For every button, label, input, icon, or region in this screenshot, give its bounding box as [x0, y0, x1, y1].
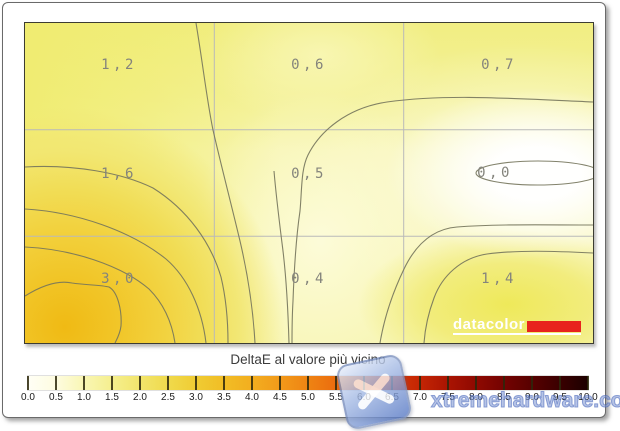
contour-plot: 1,2 0,6 0,7 1,6 0,5 0,0 3,0 0,4 1,4 data… — [24, 22, 594, 344]
colorbar-tick-label: 7.0 — [413, 392, 427, 403]
grid-lines — [25, 23, 593, 343]
colorbar-tick — [83, 376, 85, 390]
colorbar-tick — [279, 376, 281, 390]
colorbar-tick-label: 4.5 — [273, 392, 287, 403]
chart-title: DeltaE al valore più vicino — [230, 352, 386, 367]
cell-value-label: 0,7 — [481, 57, 517, 73]
colorbar-tick-label: 2.5 — [161, 392, 175, 403]
colorbar-scale — [27, 375, 589, 391]
colorbar-tick — [447, 376, 449, 390]
cell-value-label: 0,4 — [291, 271, 327, 287]
colorbar-tick — [559, 376, 561, 390]
cell-value-label: 1,4 — [481, 271, 517, 287]
datacolor-logo: datacolor — [452, 316, 581, 335]
cell-value-label: 0,6 — [291, 57, 327, 73]
colorbar-tick-label: 3.0 — [189, 392, 203, 403]
colorbar-tick — [195, 376, 197, 390]
colorbar-tick — [167, 376, 169, 390]
cell-value-labels: 1,2 0,6 0,7 1,6 0,5 0,0 3,0 0,4 1,4 — [101, 57, 517, 287]
xtremehardware-watermark-logo — [334, 352, 414, 431]
colorbar-tick-label: 5.5 — [329, 392, 343, 403]
colorbar-tick — [251, 376, 253, 390]
colorbar-tick-label: 9.0 — [525, 392, 539, 403]
colorbar-tick — [223, 376, 225, 390]
watermark-x-icon — [356, 371, 392, 412]
colorbar-tick — [27, 376, 29, 390]
datacolor-logo-red-bar — [527, 321, 581, 332]
colorbar-tick — [419, 376, 421, 390]
colorbar-tick-label: 2.0 — [133, 392, 147, 403]
contour-lines — [25, 23, 593, 343]
colorbar-tick — [587, 376, 589, 390]
cell-value-label: 1,2 — [101, 57, 137, 73]
xtremehardware-watermark-text: xtremehardware.com — [430, 389, 620, 413]
colorbar-tick-label: 8.5 — [497, 392, 511, 403]
colorbar-tick — [531, 376, 533, 390]
cell-value-label: 0,0 — [477, 165, 513, 181]
colorbar-ticks — [27, 376, 589, 390]
colorbar-tick — [475, 376, 477, 390]
colorbar-tick-label: 0.5 — [49, 392, 63, 403]
colorbar-tick-label: 7.5 — [441, 392, 455, 403]
colorbar-tick-label: 9.5 — [553, 392, 567, 403]
colorbar-tick-label: 8.0 — [469, 392, 483, 403]
cell-value-label: 1,6 — [101, 166, 137, 182]
colorbar-tick-label: 1.5 — [105, 392, 119, 403]
colorbar-tick-label: 10.0 — [578, 392, 598, 403]
colorbar-tick-label: 5.0 — [301, 392, 315, 403]
colorbar-tick — [55, 376, 57, 390]
colorbar-tick — [335, 376, 337, 390]
colorbar-tick — [139, 376, 141, 390]
colorbar-tick-label: 0.0 — [21, 392, 35, 403]
contour-overlay: 1,2 0,6 0,7 1,6 0,5 0,0 3,0 0,4 1,4 — [25, 23, 593, 343]
colorbar-tick-label: 1.0 — [77, 392, 91, 403]
colorbar-tick — [307, 376, 309, 390]
colorbar-tick-label: 3.5 — [217, 392, 231, 403]
colorbar-tick — [111, 376, 113, 390]
cell-value-label: 0,5 — [291, 166, 327, 182]
datacolor-logo-text: datacolor — [452, 316, 525, 333]
cell-value-label: 3,0 — [101, 271, 137, 287]
colorbar-tick-label: 4.0 — [245, 392, 259, 403]
colorbar-tick — [503, 376, 505, 390]
